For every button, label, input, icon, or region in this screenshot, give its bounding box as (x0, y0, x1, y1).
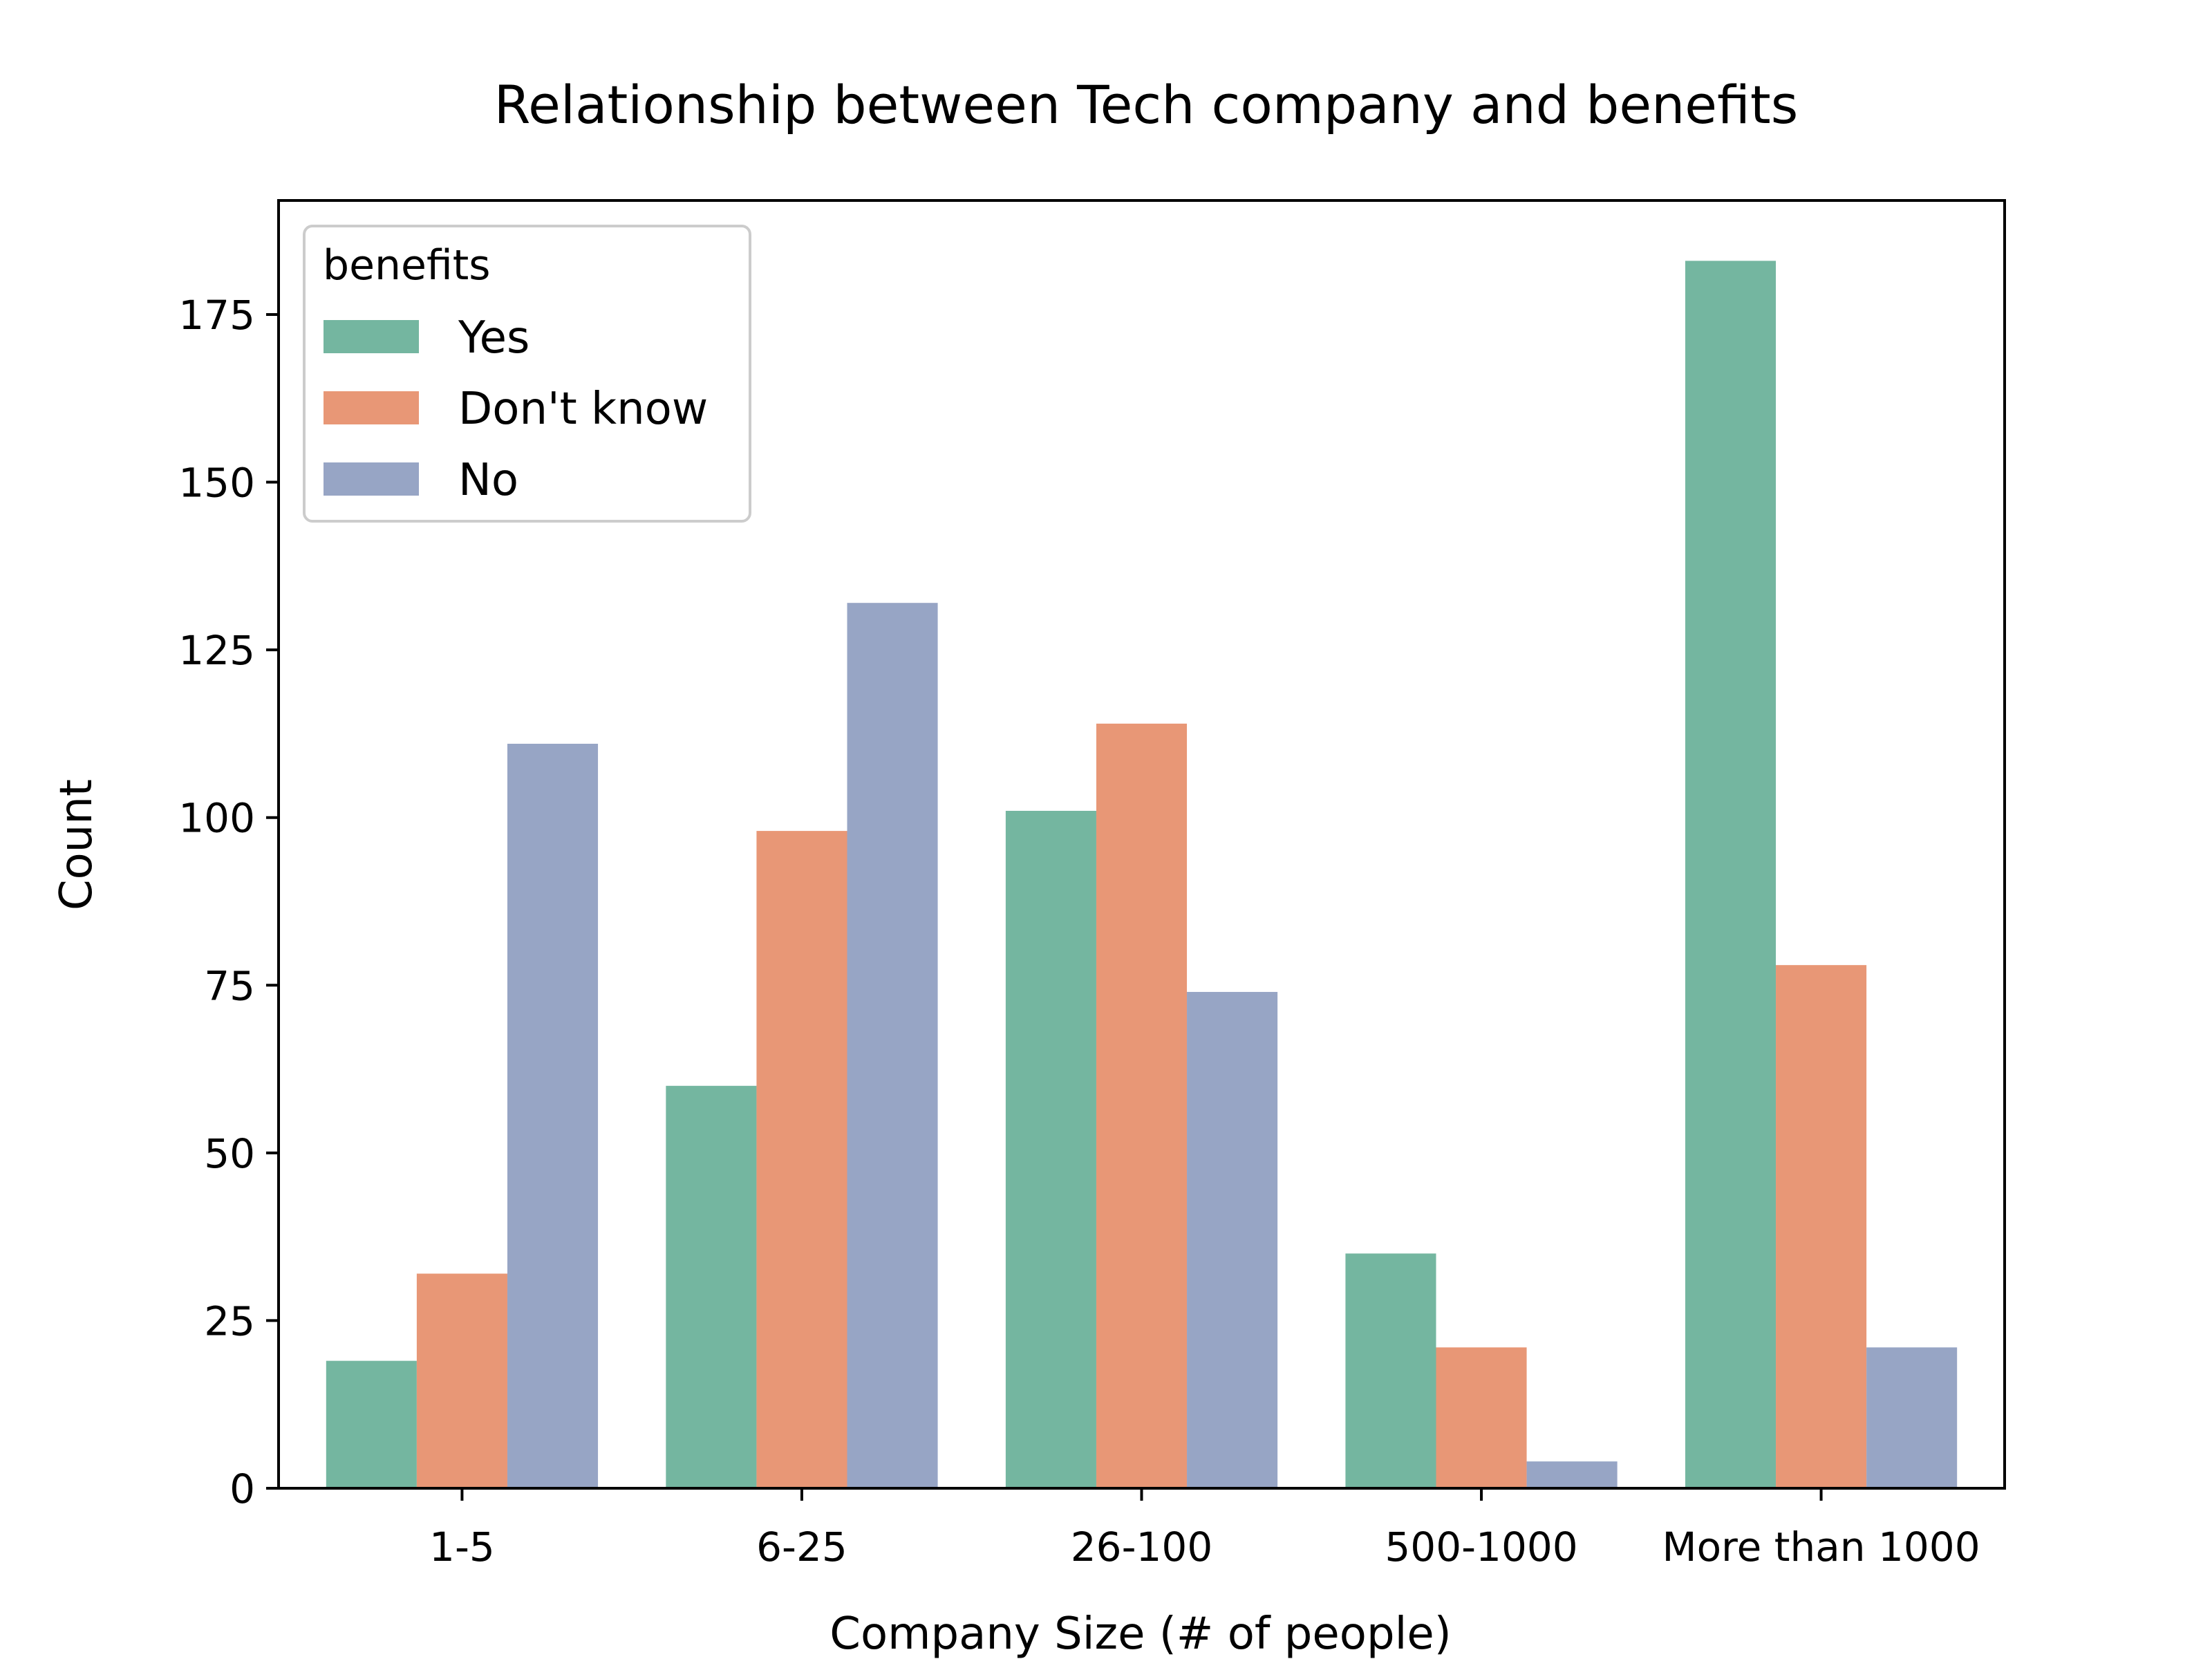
legend-swatch-don-t-know (324, 391, 419, 424)
x-tick-label: 1-5 (429, 1524, 495, 1571)
bar-500-1000-don-t-know (1436, 1347, 1526, 1488)
chart-title: Relationship between Tech company and be… (494, 74, 1799, 135)
y-tick-label: 100 (178, 795, 255, 842)
y-tick-label: 75 (204, 962, 255, 1009)
bar-1-5-yes (326, 1361, 417, 1488)
bar-1-5-no (507, 744, 598, 1488)
bar-26-100-yes (1006, 811, 1096, 1488)
legend-swatch-no (324, 462, 419, 496)
x-tick-label: 500-1000 (1385, 1524, 1577, 1571)
y-tick-label: 50 (204, 1130, 255, 1177)
y-axis: 0 25 50 75 100 125 150 175 (178, 292, 279, 1512)
bar-more-than-1000-don-t-know (1776, 965, 1866, 1488)
legend: benefits Yes Don't know No (304, 226, 750, 521)
bar-1-5-don-t-know (417, 1274, 507, 1489)
legend-swatch-yes (324, 320, 419, 353)
x-tick-label: More than 1000 (1662, 1524, 1980, 1571)
bar-26-100-no (1187, 992, 1277, 1488)
bar-500-1000-no (1527, 1461, 1618, 1488)
legend-label-yes: Yes (458, 312, 529, 364)
x-axis: 1-5 6-25 26-100 500-1000 More than 1000 (429, 1488, 1980, 1571)
bar-500-1000-yes (1345, 1253, 1436, 1488)
legend-title: benefits (323, 241, 491, 290)
x-axis-label: Company Size (# of people) (830, 1609, 1451, 1659)
bar-6-25-yes (666, 1086, 756, 1488)
y-tick-label: 0 (229, 1465, 255, 1512)
bar-6-25-don-t-know (756, 831, 847, 1488)
bar-more-than-1000-yes (1685, 261, 1776, 1488)
legend-label-don-t-know: Don't know (458, 384, 708, 435)
y-tick-label: 25 (204, 1297, 255, 1344)
y-axis-label: Count (51, 779, 102, 910)
x-tick-label: 26-100 (1071, 1524, 1212, 1571)
y-tick-label: 175 (178, 292, 255, 339)
bar-more-than-1000-no (1866, 1347, 1957, 1488)
x-tick-label: 6-25 (756, 1524, 847, 1571)
y-tick-label: 125 (178, 627, 255, 674)
bar-26-100-don-t-know (1096, 724, 1187, 1488)
bar-6-25-no (847, 603, 938, 1488)
y-tick-label: 150 (178, 460, 255, 507)
legend-label-no: No (458, 455, 518, 506)
